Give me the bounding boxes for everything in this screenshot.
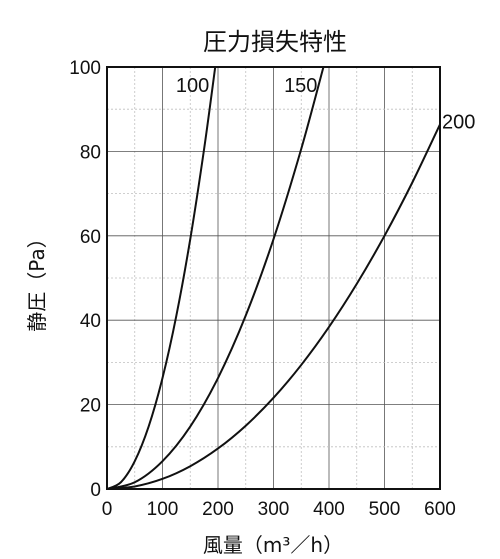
y-tick-label: 40 bbox=[80, 311, 101, 332]
x-tick-labels: 0 100 200 300 400 500 600 bbox=[102, 499, 456, 520]
x-tick-label: 500 bbox=[369, 499, 401, 520]
x-tick-label: 600 bbox=[424, 499, 456, 520]
series-label-150: 150 bbox=[284, 75, 317, 97]
x-tick-label: 0 bbox=[102, 499, 113, 520]
x-axis-label: 風量（m³／h） bbox=[203, 533, 343, 557]
y-tick-label: 20 bbox=[80, 396, 101, 417]
series-line-200 bbox=[106, 123, 441, 490]
y-tick-labels: 0 20 40 60 80 100 bbox=[69, 58, 101, 501]
y-tick-label: 100 bbox=[69, 58, 101, 79]
x-tick-label: 300 bbox=[258, 499, 290, 520]
y-axis-label: 静圧（Pa） bbox=[25, 228, 49, 331]
series-label-200: 200 bbox=[442, 111, 475, 133]
series-line-100 bbox=[106, 66, 217, 490]
y-tick-label: 80 bbox=[80, 142, 101, 163]
chart-title: 圧力損失特性 bbox=[203, 28, 347, 56]
x-tick-label: 200 bbox=[202, 499, 234, 520]
grid bbox=[107, 67, 440, 489]
plot-frame bbox=[106, 66, 441, 490]
curves bbox=[106, 66, 441, 490]
x-tick-label: 400 bbox=[313, 499, 345, 520]
y-tick-label: 60 bbox=[80, 227, 101, 248]
series-line-150 bbox=[106, 66, 325, 490]
x-tick-label: 100 bbox=[147, 499, 179, 520]
y-tick-label: 0 bbox=[90, 480, 101, 501]
series-labels: 100 150 200 bbox=[176, 75, 476, 133]
series-label-100: 100 bbox=[176, 75, 209, 97]
